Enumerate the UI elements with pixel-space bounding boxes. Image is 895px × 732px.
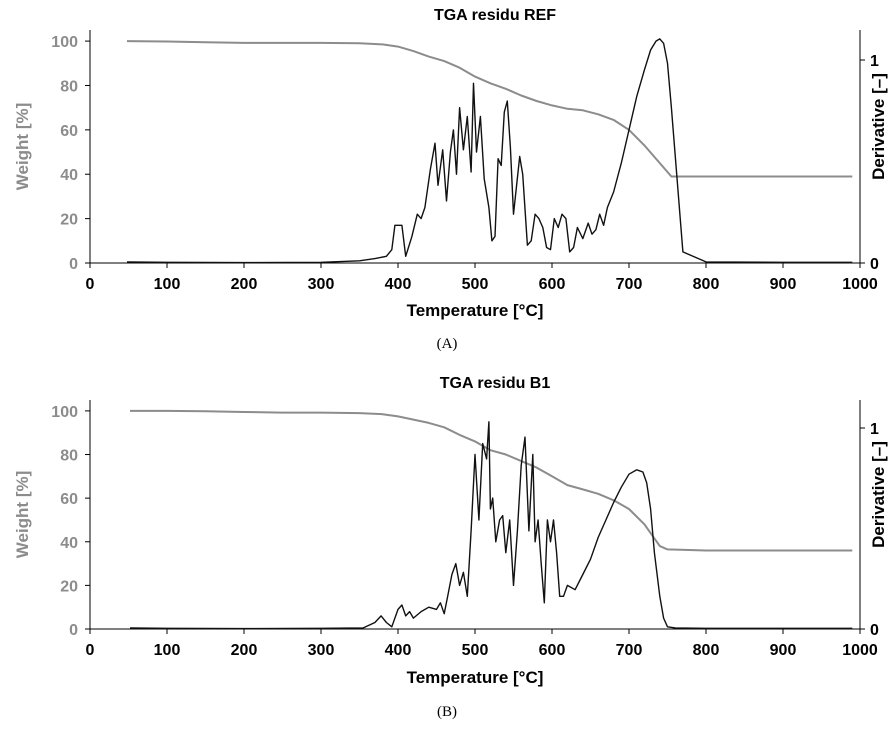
chart-2-x-tick-label-800: 800	[693, 642, 720, 659]
chart-2-y-tick-label-40: 40	[60, 535, 78, 552]
chart-1-x-tick-label-600: 600	[539, 276, 566, 293]
chart-2-caption: (B)	[437, 704, 457, 720]
chart-2-x-tick-label-1000: 1000	[842, 642, 878, 659]
chart-1-y2-tick-label-0: 0	[870, 256, 879, 273]
chart-2-y-tick-label-80: 80	[60, 448, 78, 465]
chart-2-x-axis-label: Temperature [°C]	[407, 668, 544, 687]
chart-1-y-axis-label: Weight [%]	[13, 103, 32, 191]
chart-2-y-axis-label: Weight [%]	[13, 471, 32, 559]
chart-1-x-tick-label-500: 500	[462, 276, 489, 293]
chart-1-x-tick-label-1000: 1000	[842, 276, 878, 293]
chart-2-x-tick-label-600: 600	[539, 642, 566, 659]
chart-2-derivative-line	[129, 421, 853, 630]
chart-2-y2-tick-label-1: 1	[870, 421, 879, 438]
chart-2-x-tick-label-300: 300	[308, 642, 335, 659]
chart-1-x-tick-label-700: 700	[616, 276, 643, 293]
chart-2-y-tick-label-100: 100	[51, 404, 78, 421]
chart-2-y2-tick-label-0: 0	[870, 622, 879, 639]
chart-2-y2-axis-label: Derivative [–]	[869, 441, 888, 548]
chart-1-y-tick-label-60: 60	[60, 123, 78, 140]
chart-2-y-tick-label-0: 0	[69, 622, 78, 639]
chart-1-y-tick-label-100: 100	[51, 34, 78, 51]
chart-1-x-tick-label-400: 400	[385, 276, 412, 293]
chart-1-x-tick-label-800: 800	[693, 276, 720, 293]
chart-1-y2-axis-label: Derivative [–]	[869, 73, 888, 180]
chart-2-x-tick-label-500: 500	[462, 642, 489, 659]
chart-1-weight-line	[126, 40, 853, 178]
chart-1-y-tick-label-0: 0	[69, 256, 78, 273]
chart-1-y-tick-label-80: 80	[60, 78, 78, 95]
chart-2-y-tick-label-60: 60	[60, 491, 78, 508]
chart-2-title: TGA residu B1	[440, 375, 551, 392]
chart-1-x-tick-label-200: 200	[231, 276, 258, 293]
chart-1-x-axis-label: Temperature [°C]	[407, 301, 544, 320]
chart-2-x-tick-label-400: 400	[385, 642, 412, 659]
chart-1-x-tick-label-300: 300	[308, 276, 335, 293]
chart-1-title: TGA residu REF	[434, 7, 556, 24]
chart-1-y-tick-label-20: 20	[60, 212, 78, 229]
chart-2-y-tick-label-20: 20	[60, 578, 78, 595]
chart-1-x-tick-label-900: 900	[770, 276, 797, 293]
chart-2-x-tick-label-700: 700	[616, 642, 643, 659]
chart-2-x-tick-label-200: 200	[231, 642, 258, 659]
chart-1-y2-tick-label-1: 1	[870, 53, 879, 70]
chart-2-x-tick-label-100: 100	[154, 642, 181, 659]
chart-1-x-tick-label-100: 100	[154, 276, 181, 293]
chart-1-y-tick-label-40: 40	[60, 167, 78, 184]
chart-1-x-tick-label-0: 0	[86, 276, 95, 293]
chart-2-x-tick-label-900: 900	[770, 642, 797, 659]
chart-2-x-tick-label-0: 0	[86, 642, 95, 659]
chart-2-weight-line	[130, 409, 853, 552]
chart-1-derivative-line	[126, 38, 853, 264]
chart-1-caption: (A)	[437, 336, 458, 352]
